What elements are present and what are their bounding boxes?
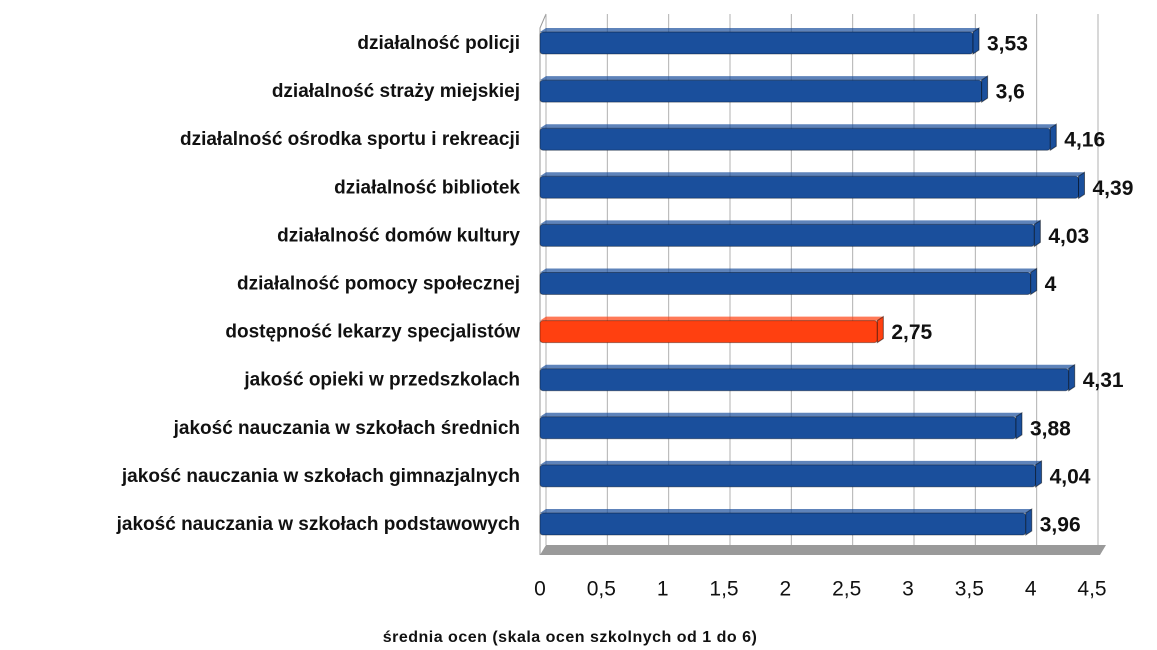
- bar: [539, 368, 1070, 392]
- bar-end: [1025, 508, 1033, 536]
- value-label: 3,88: [1030, 417, 1071, 440]
- value-label: 4,39: [1093, 177, 1134, 200]
- x-tick-label: 2,5: [832, 578, 861, 601]
- category-label: działalność bibliotek: [334, 177, 520, 198]
- x-axis-title: średnia ocen (skala ocen szkolnych od 1 …: [383, 629, 758, 646]
- floor: [540, 545, 1106, 555]
- value-label: 4,03: [1048, 225, 1089, 248]
- bar-top: [540, 316, 884, 321]
- x-tick-label: 4,5: [1077, 578, 1106, 601]
- category-label: działalność policji: [357, 33, 520, 54]
- bar: [539, 79, 983, 103]
- bar: [539, 31, 974, 55]
- bar-top: [540, 172, 1085, 177]
- bar-end: [1035, 459, 1043, 488]
- category-label: jakość nauczania w szkołach podstawowych: [116, 514, 520, 535]
- x-tick-label: 0: [534, 578, 546, 601]
- category-label: jakość nauczania w szkołach średnich: [173, 418, 520, 439]
- bar-end: [1068, 363, 1076, 392]
- value-label: 3,6: [996, 81, 1025, 104]
- bar-top: [540, 220, 1041, 225]
- bar: [539, 223, 1035, 247]
- value-label: 2,75: [891, 321, 932, 344]
- bar-end: [972, 27, 980, 55]
- category-label: działalność straży miejskiej: [272, 81, 520, 102]
- category-label: działalność ośrodka sportu i rekreacji: [180, 129, 520, 150]
- x-tick-label: 3: [902, 578, 914, 601]
- category-label: działalność pomocy społecznej: [237, 274, 520, 295]
- x-tick-label: 3,5: [955, 578, 984, 601]
- value-label: 4,31: [1083, 369, 1124, 392]
- category-label: jakość opieki w przedszkolach: [243, 370, 520, 391]
- bar-top: [540, 364, 1075, 369]
- bar-end: [1078, 171, 1086, 200]
- bar-end: [1015, 411, 1023, 440]
- x-tick-label: 1: [657, 578, 669, 601]
- category-label: działalność domów kultury: [277, 225, 520, 246]
- value-label: 3,53: [987, 33, 1028, 56]
- bar-top: [540, 460, 1042, 465]
- bar: [539, 272, 1032, 295]
- value-label: 4,16: [1064, 129, 1105, 152]
- bar-top: [540, 412, 1022, 417]
- bar: [539, 416, 1017, 440]
- bar-top: [540, 76, 988, 81]
- bar-top: [540, 268, 1037, 273]
- x-tick-label: 1,5: [709, 578, 738, 601]
- bar-end: [1030, 267, 1038, 296]
- category-label: jakość nauczania w szkołach gimnazjalnyc…: [121, 466, 520, 487]
- bar-end: [1049, 123, 1057, 152]
- bar: [539, 464, 1037, 488]
- category-label: dostępność lekarzy specjalistów: [225, 322, 520, 343]
- bar-top: [540, 124, 1057, 129]
- bar-end: [981, 75, 989, 104]
- bar-end: [876, 315, 884, 344]
- bar-top: [540, 28, 980, 32]
- bar: [539, 320, 878, 344]
- value-label: 3,96: [1040, 514, 1081, 537]
- value-label: 4: [1045, 273, 1057, 296]
- bar: [539, 127, 1051, 151]
- bar-top: [540, 509, 1032, 513]
- bar: [539, 512, 1027, 536]
- x-tick-label: 4: [1025, 578, 1037, 601]
- value-label: 4,04: [1050, 465, 1091, 488]
- x-tick-label: 0,5: [587, 578, 616, 601]
- x-tick-label: 2: [779, 578, 791, 601]
- bar-end: [1033, 219, 1041, 248]
- bar: [539, 175, 1080, 199]
